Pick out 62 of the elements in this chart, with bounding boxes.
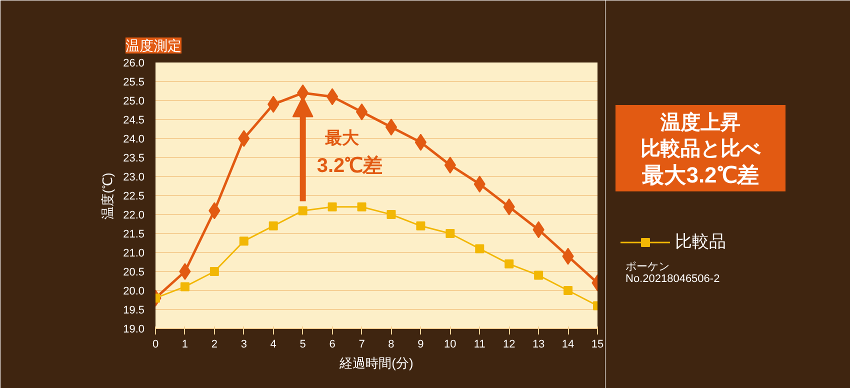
point [416, 221, 426, 230]
text: 最大3.2℃差 [641, 162, 759, 188]
x-tick-label: 4 [270, 338, 276, 350]
point [326, 88, 338, 106]
x-tick-label: 7 [358, 338, 365, 350]
y-tick-label: 21.0 [123, 248, 145, 260]
text: ボーケン [626, 260, 670, 273]
y-axis-title: 温度(℃) [100, 172, 116, 220]
x-tick-label: 13 [532, 338, 545, 350]
y-tick-label: 25.0 [123, 96, 145, 108]
point [475, 244, 484, 254]
x-axis-title: 経過時間(分) [338, 356, 414, 370]
point [504, 259, 514, 268]
annotation: 最大 [324, 128, 360, 148]
x-tick-label: 10 [444, 338, 456, 350]
chart-title: 温度測定 [126, 38, 182, 54]
x-tick-label: 9 [418, 338, 424, 350]
y-tick-label: 24.5 [123, 114, 145, 126]
point [268, 221, 278, 230]
x-tick-label: 12 [502, 338, 516, 350]
x-tick-label: 0 [152, 338, 159, 350]
text: No.20218046506-2 [626, 273, 720, 286]
text: 比較品と比べ [640, 138, 762, 160]
annotation: 3.2℃差 [316, 154, 383, 177]
x-tick-label: 5 [300, 338, 306, 350]
x-tick-label: 15 [591, 338, 604, 350]
y-tick-label: 19.0 [123, 324, 145, 336]
x-tick-label: 3 [240, 338, 247, 350]
y-tick-label: 20.0 [123, 286, 145, 298]
y-tick-label: 23.5 [123, 152, 145, 164]
y-tick-label: 24.0 [123, 134, 145, 146]
x-tick-label: 6 [329, 338, 336, 350]
point [414, 134, 427, 151]
point [534, 270, 544, 280]
point [238, 130, 250, 147]
y-tick-label: 21.5 [123, 228, 145, 240]
point [386, 210, 396, 219]
y-tick-label: 26.0 [123, 58, 145, 70]
text: 温度上昇 [660, 110, 740, 134]
legend-label: 比較品 [675, 231, 726, 253]
point [179, 263, 191, 280]
point [564, 286, 573, 295]
x-tick-label: 14 [562, 338, 574, 350]
x-tick-label: 2 [211, 338, 218, 350]
y-tick-label: 22.5 [123, 190, 145, 202]
y-tick-label: 22.0 [123, 210, 145, 222]
point [446, 229, 455, 238]
x-tick-label: 8 [388, 338, 394, 350]
y-tick-label: 19.5 [123, 304, 145, 316]
x-tick-label: 11 [474, 338, 486, 350]
y-tick-label: 23.0 [123, 172, 145, 184]
y-tick-label: 20.5 [123, 266, 145, 278]
x-tick-label: 1 [182, 338, 188, 350]
point [298, 206, 308, 216]
point [180, 282, 190, 292]
y-tick-label: 25.5 [123, 76, 145, 88]
point [385, 118, 398, 136]
point [356, 103, 368, 120]
point [328, 202, 337, 212]
point [239, 236, 248, 246]
point [357, 202, 366, 212]
point [210, 267, 219, 276]
